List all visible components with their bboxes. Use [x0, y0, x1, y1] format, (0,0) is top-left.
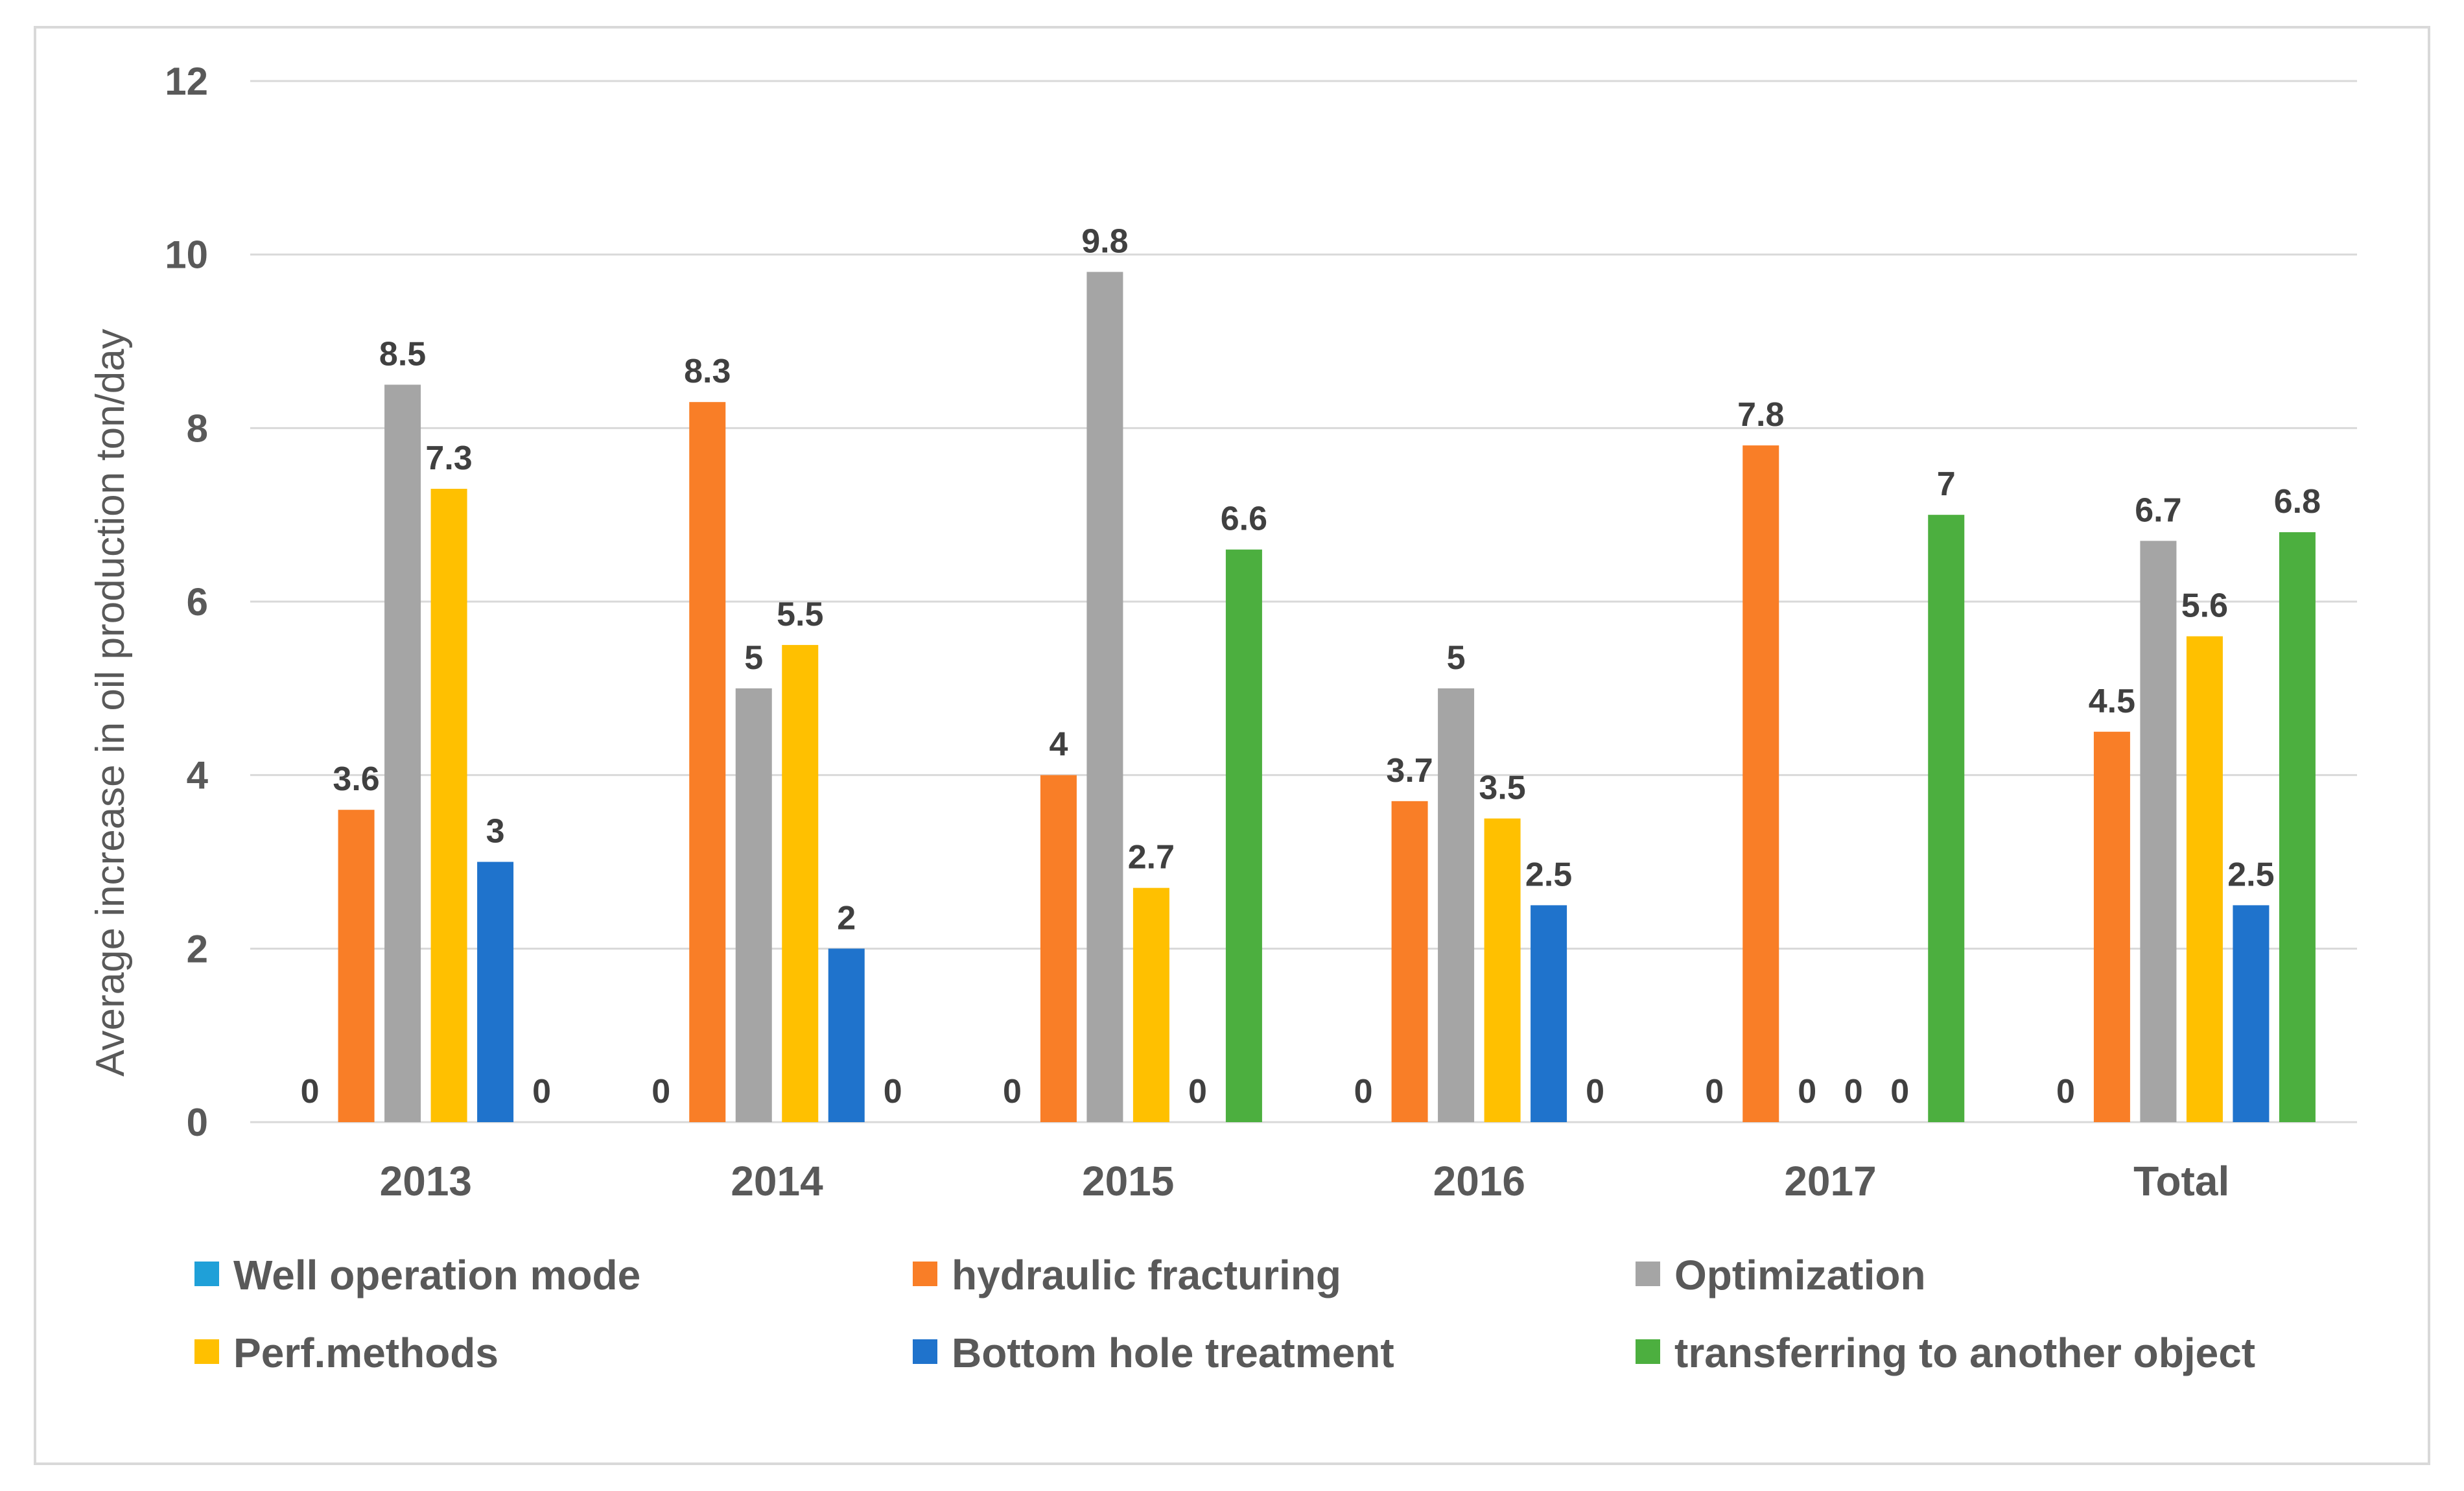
- data-label: 0: [1890, 1073, 1909, 1110]
- legend-label: hydraulic fracturing: [952, 1252, 1341, 1298]
- data-label: 7.3: [425, 440, 472, 477]
- data-label: 2: [837, 899, 856, 937]
- data-label: 0: [301, 1073, 320, 1110]
- bar: [2186, 636, 2223, 1122]
- data-labels: 03.68.57.330 08.355.520 049.82.706.603.753…: [301, 222, 2321, 1110]
- bar: [1086, 272, 1123, 1122]
- legend: Well operation mode hydraulic fracturing O…: [194, 1252, 2255, 1376]
- data-label: 0: [532, 1073, 551, 1110]
- y-tick-label: 4: [187, 754, 209, 797]
- data-label: 0: [1586, 1073, 1604, 1110]
- data-label: 0: [1705, 1073, 1724, 1110]
- data-label: 2.7: [1128, 839, 1175, 876]
- data-label: 3.5: [1479, 769, 1525, 807]
- legend-swatch: [913, 1262, 937, 1286]
- data-label: 5.5: [777, 596, 823, 633]
- bar: [1040, 775, 1077, 1122]
- bar: [1742, 445, 1779, 1122]
- data-label: 2.5: [1525, 856, 1572, 893]
- legend-swatch: [194, 1339, 219, 1364]
- x-category-label: 2013: [380, 1158, 472, 1204]
- bar-chart: 0 2 4 6 8 10 12 Average increase in oil produc…: [88, 60, 2357, 1376]
- legend-label: Perf.methods: [233, 1330, 499, 1376]
- legend-label: Well operation mode: [233, 1252, 640, 1298]
- data-label: 9.8: [1081, 222, 1128, 260]
- x-category-label: 2017: [1784, 1158, 1876, 1204]
- data-label: 0: [1844, 1073, 1863, 1110]
- bar: [1484, 818, 1521, 1122]
- bar: [782, 644, 819, 1122]
- bars: [338, 272, 2316, 1122]
- x-category-label: 2015: [1082, 1158, 1174, 1204]
- bar: [477, 862, 514, 1122]
- data-label: 7.8: [1737, 396, 1784, 434]
- bar: [2140, 541, 2177, 1122]
- legend-swatch: [1636, 1262, 1660, 1286]
- bar: [1928, 515, 1965, 1122]
- data-label: 0: [1188, 1073, 1207, 1110]
- bar: [338, 810, 375, 1122]
- legend-label: Bottom hole treatment: [952, 1330, 1394, 1376]
- legend-swatch: [1636, 1339, 1660, 1364]
- data-label: 3: [486, 813, 505, 851]
- data-label: 4: [1049, 726, 1068, 764]
- legend-label: Optimization: [1674, 1252, 1926, 1298]
- data-label: 5.6: [2181, 587, 2228, 625]
- bar: [1225, 549, 1262, 1122]
- bar: [430, 489, 467, 1122]
- y-tick-label: 10: [165, 233, 208, 277]
- data-label: 5: [1447, 639, 1466, 677]
- bar: [689, 402, 726, 1122]
- y-axis-ticks: 0 2 4 6 8 10 12: [165, 60, 208, 1144]
- y-tick-label: 2: [187, 927, 208, 970]
- bar: [384, 384, 421, 1122]
- data-label: 0: [651, 1073, 670, 1110]
- legend-label: transferring to another object: [1674, 1330, 2255, 1376]
- bar: [2233, 905, 2270, 1122]
- bar: [2093, 731, 2130, 1122]
- data-label: 0: [1003, 1073, 1022, 1110]
- data-label: 3.6: [333, 760, 379, 798]
- bar: [1438, 688, 1475, 1122]
- y-tick-label: 0: [187, 1101, 208, 1144]
- x-category-label: 2014: [731, 1158, 823, 1204]
- data-label: 8.3: [684, 353, 731, 390]
- data-label: 6.8: [2274, 483, 2321, 521]
- y-tick-label: 6: [187, 580, 208, 624]
- x-category-label: 2016: [1433, 1158, 1525, 1204]
- bar: [735, 688, 772, 1122]
- data-label: 0: [2056, 1073, 2075, 1110]
- gridlines: [250, 80, 2357, 1123]
- legend-swatch: [913, 1339, 937, 1364]
- data-label: 6.7: [2135, 491, 2181, 529]
- data-label: 3.7: [1386, 752, 1433, 790]
- x-category-label: Total: [2133, 1158, 2229, 1204]
- bar: [2279, 532, 2316, 1122]
- data-label: 8.5: [379, 335, 426, 373]
- data-label: 6.6: [1221, 500, 1267, 538]
- bar: [1531, 905, 1567, 1122]
- data-label: 0: [884, 1073, 902, 1110]
- data-label: 7: [1937, 465, 1956, 503]
- bar: [1391, 801, 1428, 1122]
- data-label: 5: [744, 639, 763, 677]
- x-axis-categories: 2013 2014 2015 2016 2017 Total: [380, 1158, 2230, 1204]
- bar: [1132, 887, 1169, 1122]
- bar: [828, 948, 865, 1122]
- data-label: 2.5: [2227, 856, 2274, 893]
- data-label: 0: [1354, 1073, 1373, 1110]
- legend-swatch: [194, 1262, 219, 1286]
- y-tick-label: 8: [187, 406, 208, 450]
- y-tick-label: 12: [165, 60, 208, 103]
- chart-frame: 0 2 4 6 8 10 12 Average increase in oil produc…: [34, 26, 2430, 1465]
- data-label: 4.5: [2089, 683, 2135, 720]
- y-axis-label: Average increase in oil production ton/d…: [88, 329, 133, 1076]
- data-label: 0: [1798, 1073, 1816, 1110]
